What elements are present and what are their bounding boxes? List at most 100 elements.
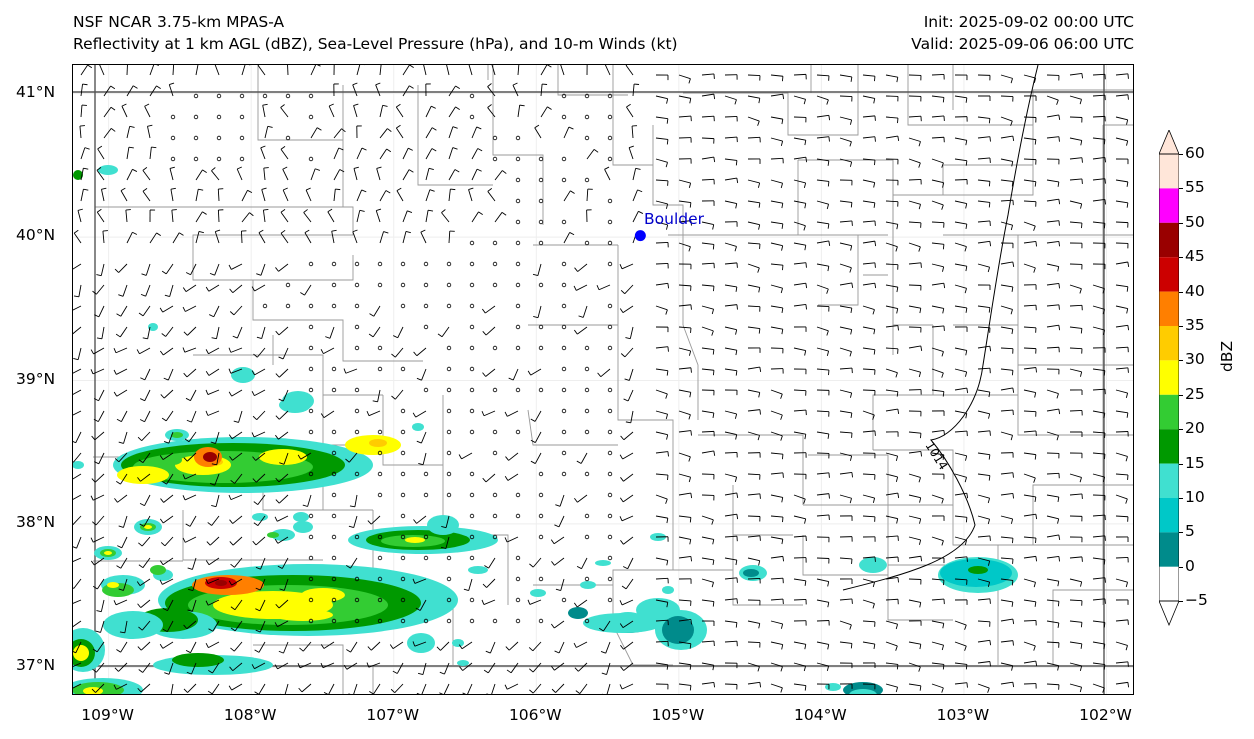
colorbar-level-label: 25	[1185, 384, 1205, 403]
wind-barb	[954, 556, 967, 559]
wind-barb-feather	[1127, 682, 1130, 688]
wind-barb-feather	[573, 642, 577, 648]
wind-barb	[954, 430, 967, 433]
wind-barb	[376, 168, 381, 181]
wind-barb	[1115, 73, 1128, 76]
colorbar-tick	[1179, 257, 1183, 259]
wind-barb	[977, 367, 991, 370]
wind-barb	[977, 410, 990, 415]
wind-barb-feather	[320, 413, 325, 418]
calm-circle	[469, 597, 475, 603]
wind-barb	[232, 515, 243, 524]
wind-barb	[724, 158, 737, 161]
wind-barb	[471, 148, 479, 160]
wind-barb	[839, 620, 852, 626]
lat-tick-label: 40°N	[16, 226, 56, 245]
wind-barb	[1023, 430, 1036, 433]
wind-barb-feather	[129, 125, 135, 128]
wind-barb	[770, 137, 783, 142]
wind-barb	[214, 473, 220, 486]
wind-barb	[534, 127, 542, 139]
lon-tick-label: 104°W	[794, 706, 847, 724]
wind-barb-feather	[690, 220, 692, 226]
wind-barb	[977, 157, 990, 160]
wind-barb-feather	[182, 306, 186, 312]
wind-barb	[885, 74, 898, 78]
wind-barb	[208, 557, 220, 566]
wind-barb	[623, 431, 634, 441]
wind-barb	[724, 535, 738, 538]
calm-circle	[331, 429, 337, 435]
wind-barb	[444, 662, 450, 675]
wind-barb	[184, 347, 197, 353]
wind-barb	[885, 347, 899, 350]
wind-barb-feather	[277, 565, 283, 569]
wind-barb	[555, 683, 565, 693]
wind-barb-feather	[803, 99, 806, 105]
wind-barb-feather	[211, 463, 217, 466]
calm-circle	[331, 387, 337, 393]
wind-barb-feather	[1057, 181, 1060, 187]
wind-barb	[188, 431, 197, 443]
calm-circle	[262, 93, 268, 99]
wind-barb-feather	[555, 588, 561, 591]
calm-circle	[331, 303, 337, 309]
wind-barb-feather	[942, 664, 945, 670]
wind-barb-feather	[688, 182, 692, 189]
wind-barb-feather	[275, 330, 280, 336]
wind-barb	[169, 168, 174, 181]
wind-barb	[144, 389, 151, 401]
wind-barb-feather	[919, 308, 922, 314]
wind-barb	[839, 494, 852, 499]
wind-barb	[724, 284, 737, 288]
wind-barb	[422, 662, 427, 675]
calm-circle	[561, 366, 567, 372]
wind-barb	[116, 368, 128, 375]
wind-barb-feather	[389, 644, 394, 649]
wind-barb	[1115, 452, 1128, 457]
wind-barb-feather	[138, 564, 144, 569]
wind-barb	[1092, 388, 1106, 391]
wind-barb-feather	[1058, 304, 1060, 310]
wind-barb	[1023, 367, 1036, 370]
wind-barb	[73, 305, 82, 311]
reflectivity-cell	[968, 566, 988, 574]
wind-barb-feather	[850, 307, 853, 314]
calm-circle	[515, 156, 521, 162]
wind-barb-feather	[873, 182, 876, 188]
wind-barb-feather	[182, 474, 186, 480]
wind-barb-feather	[160, 394, 165, 399]
wind-barb	[1023, 660, 1036, 664]
wind-barb-feather	[1058, 114, 1061, 120]
wind-barb	[701, 93, 714, 97]
wind-barb-feather	[114, 667, 119, 672]
wind-barb-feather	[209, 272, 215, 276]
wind-barb	[628, 147, 634, 160]
wind-barb-feather	[988, 475, 991, 481]
wind-barb-feather	[620, 666, 625, 671]
wind-barb-feather	[941, 645, 945, 651]
wind-barb	[747, 493, 760, 496]
wind-barb-feather	[73, 229, 79, 234]
calm-circle	[584, 177, 590, 183]
wind-barb-feather	[205, 578, 209, 584]
wind-barb	[885, 641, 898, 647]
reflectivity-cell	[267, 532, 279, 538]
wind-barb-feather	[734, 413, 738, 419]
calm-circle	[377, 282, 383, 288]
wind-barb-feather	[849, 119, 853, 125]
wind-barb	[395, 106, 404, 118]
wind-barb	[747, 200, 760, 204]
wind-barb-feather	[989, 346, 992, 352]
colorbar-bottom-arrow	[1159, 600, 1179, 626]
wind-barb	[954, 452, 967, 457]
wind-barb	[770, 431, 783, 437]
calm-circle	[216, 135, 222, 141]
reflectivity-cell	[595, 560, 611, 566]
wind-barb	[234, 473, 243, 484]
wind-barb-feather	[941, 372, 944, 378]
wind-barb	[350, 641, 358, 653]
calm-circle	[400, 471, 406, 477]
wind-barb-feather	[113, 347, 117, 353]
wind-barb-feather	[476, 126, 482, 130]
